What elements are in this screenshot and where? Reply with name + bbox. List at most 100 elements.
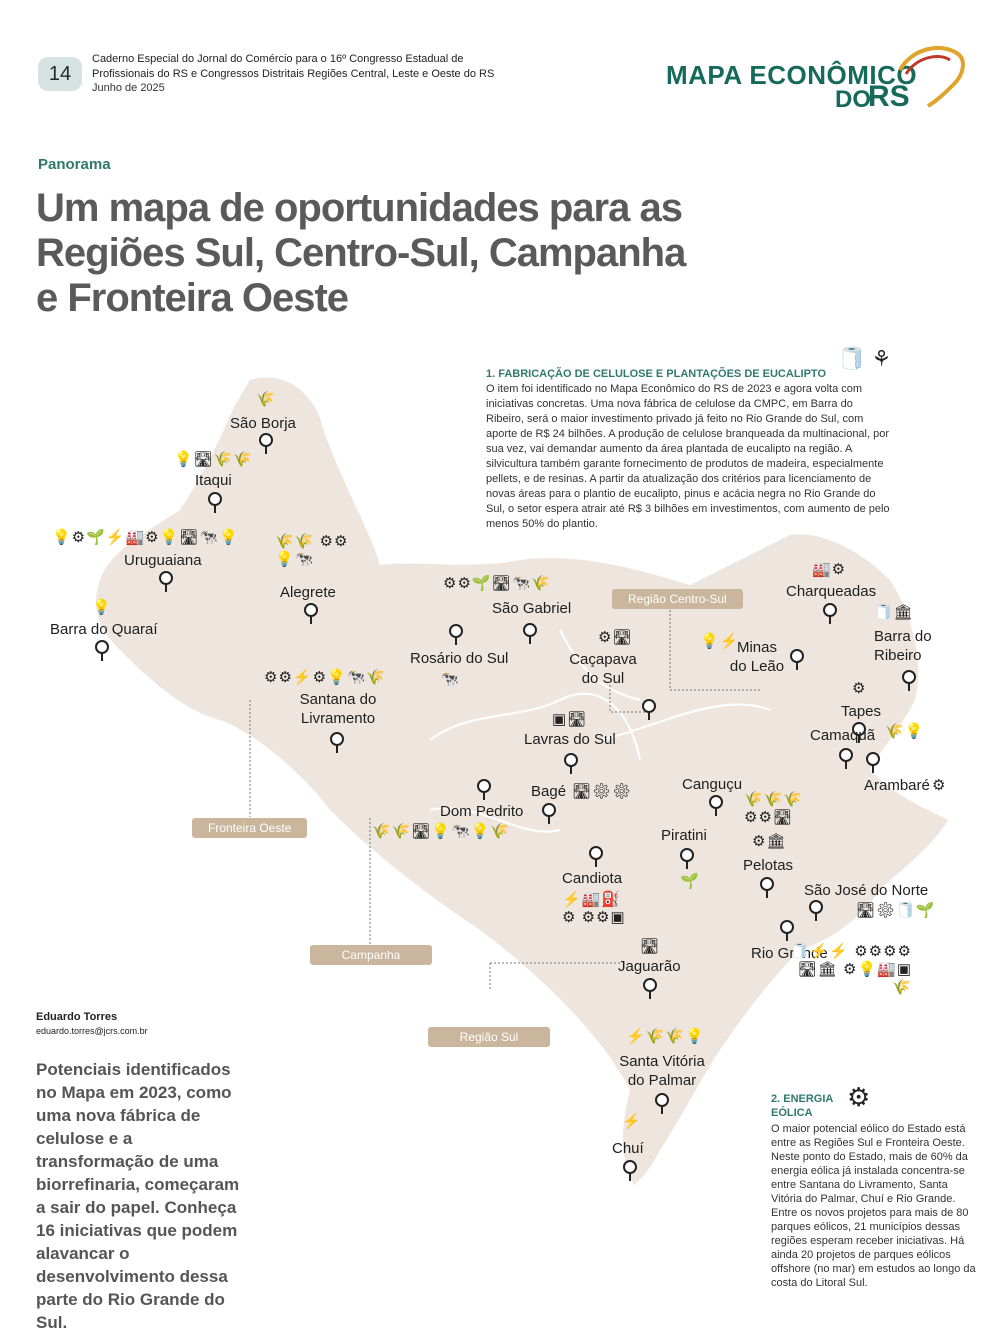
city-icons: 🌱: [680, 873, 700, 890]
city-label: Itaqui: [195, 472, 232, 489]
city-label: São José do Norte: [804, 882, 929, 899]
city-label: Jaguarão: [618, 958, 681, 975]
city-label: Rio Grande: [751, 945, 828, 962]
logo-title: MAPA ECONÔMICO: [666, 60, 918, 90]
city-label: Candiota: [562, 870, 623, 887]
city-label: Uruguaiana: [124, 552, 202, 569]
city-pin: [902, 670, 916, 691]
city-icons: 💡: [92, 599, 112, 616]
city-label: Arambaré: [864, 777, 930, 794]
city-icons: 🛣: [640, 938, 661, 955]
city-pin: [589, 846, 603, 867]
city-icons: ⚡🏭⛽⚙ ⚙⚙▣: [562, 891, 626, 926]
page-number: 14: [38, 57, 82, 91]
city-label: Dom Pedrito: [440, 803, 524, 820]
city-icons: 💡⚙🌱⚡🏭⚙💡🛣🐄💡: [52, 529, 239, 546]
city-label: Tapes: [841, 703, 882, 720]
publication-date: Junho de 2025: [92, 82, 165, 94]
city-icons: 🌾🌾🛣💡🐄💡🌾: [372, 823, 511, 840]
city-icons: ⚡🌾🌾💡: [626, 1028, 705, 1045]
city-icons: ⚙: [932, 777, 947, 794]
box1-body: O item foi identificado no Mapa Econômic…: [486, 383, 890, 530]
box1-title: 1. FABRICAÇÃO DE CELULOSE E PLANTAÇÕES D…: [486, 368, 827, 380]
city-icons: ⚙🛣: [598, 629, 633, 646]
city-icons: 🐄: [440, 671, 460, 688]
headline: Um mapa de oportunidades para as Regiões…: [36, 186, 686, 320]
city-pin: [760, 877, 774, 898]
city-icons: 🛣⚙🧻🌱: [856, 902, 936, 919]
city-label: Alegrete: [280, 584, 336, 601]
city-label: Barra do Ribeiro: [874, 628, 932, 664]
city-icons: 💡⚡: [700, 633, 740, 650]
city-pin: [159, 571, 173, 592]
city-pin: [655, 1093, 669, 1114]
city-pin: [449, 624, 463, 645]
wind-turbine-icon: ⚙: [847, 1082, 871, 1112]
city-pin: [642, 699, 656, 720]
city-icons: 🌾🌾🌾 ⚙⚙🛣: [744, 791, 804, 826]
city-pin: [643, 978, 657, 999]
box2-body: O maior potencial eólico do Estado está …: [771, 1123, 976, 1289]
city-label: Santa Vitória do Palmar: [619, 1053, 705, 1089]
city-label: Piratini: [661, 827, 707, 844]
section-label: Panorama: [38, 156, 111, 173]
city-label: Canguçu: [682, 776, 743, 793]
city-label: Caçapava do Sul: [569, 651, 637, 687]
city-label: São Borja: [230, 415, 296, 432]
city-pin: [623, 1160, 637, 1181]
city-label: Camaquã: [810, 727, 876, 744]
city-icons: 🌾: [256, 391, 276, 408]
city-pin: [852, 722, 866, 743]
city-label: São Gabriel: [492, 600, 572, 617]
city-label: Lavras do Sul: [524, 731, 616, 748]
city-icons: ⚡: [622, 1113, 642, 1130]
city-icons: 🛣⚙⚙: [572, 783, 633, 800]
city-icons: 🌾💡: [885, 723, 925, 740]
city-pin: [208, 492, 222, 513]
lead-paragraph: Potenciais identificados no Mapa em 2023…: [36, 1060, 240, 1332]
city-pin: [477, 779, 491, 800]
region-tag-sul: Região Sul: [428, 1027, 550, 1047]
city-icons: 🏭⚙: [812, 561, 847, 578]
city-icons: 🧻🏛: [874, 604, 914, 621]
region-tag-centro-sul: Região Centro-Sul: [612, 589, 743, 609]
cellulose-eucalyptus-icon: 🧻 ⚘: [838, 346, 892, 371]
city-icons: 💡🛣🌾🌾: [174, 451, 254, 468]
city-icons: ⚙: [852, 680, 867, 697]
city-pin: [823, 603, 837, 624]
city-pin: [259, 433, 273, 454]
city-icons: 🧻⚡⚡ ⚙⚙⚙⚙🛣🏛 ⚙💡🏭▣🌾: [790, 943, 912, 996]
city-icons: ⚙⚙⚡⚙💡🐄🌾: [264, 669, 387, 686]
city-pin: [809, 900, 823, 921]
city-pin: [839, 748, 853, 769]
city-icons: ⚙🏛: [752, 833, 787, 850]
city-pin: [542, 803, 556, 824]
city-pin: [330, 732, 344, 753]
region-tag-fronteira-oeste: Fronteira Oeste: [192, 818, 308, 838]
logo-rs: RS: [868, 80, 910, 113]
rs-map-shape: [96, 377, 948, 1185]
city-pin: [680, 848, 694, 869]
city-icons: ⚙⚙🌱🛣🐄🌾: [443, 575, 551, 592]
city-pin: [780, 920, 794, 941]
city-label: Minas do Leão: [729, 639, 785, 675]
city-icons: ▣🛣: [552, 711, 588, 728]
city-label: Charqueadas: [786, 583, 877, 600]
region-tag-campanha: Campanha: [310, 945, 432, 965]
city-label: Rosário do Sul: [410, 650, 509, 667]
publication-info: Caderno Especial do Jornal do Comércio p…: [92, 53, 495, 80]
city-pin: [523, 623, 537, 644]
city-pin: [304, 603, 318, 624]
author-email[interactable]: eduardo.torres@jcrs.com.br: [36, 1026, 148, 1036]
city-label: Pelotas: [743, 857, 794, 874]
city-pin: [790, 649, 804, 670]
box2-title: 2. ENERGIA EÓLICA: [771, 1093, 833, 1119]
city-pin: [866, 752, 880, 773]
city-label: Chuí: [612, 1140, 644, 1157]
city-label: Bagé: [531, 783, 567, 800]
city-label: Barra do Quaraí: [50, 621, 158, 638]
rs-outline-logo-icon: [898, 45, 965, 108]
city-pin: [709, 795, 723, 816]
logo-do: DO: [835, 86, 871, 113]
city-pin: [95, 640, 109, 661]
